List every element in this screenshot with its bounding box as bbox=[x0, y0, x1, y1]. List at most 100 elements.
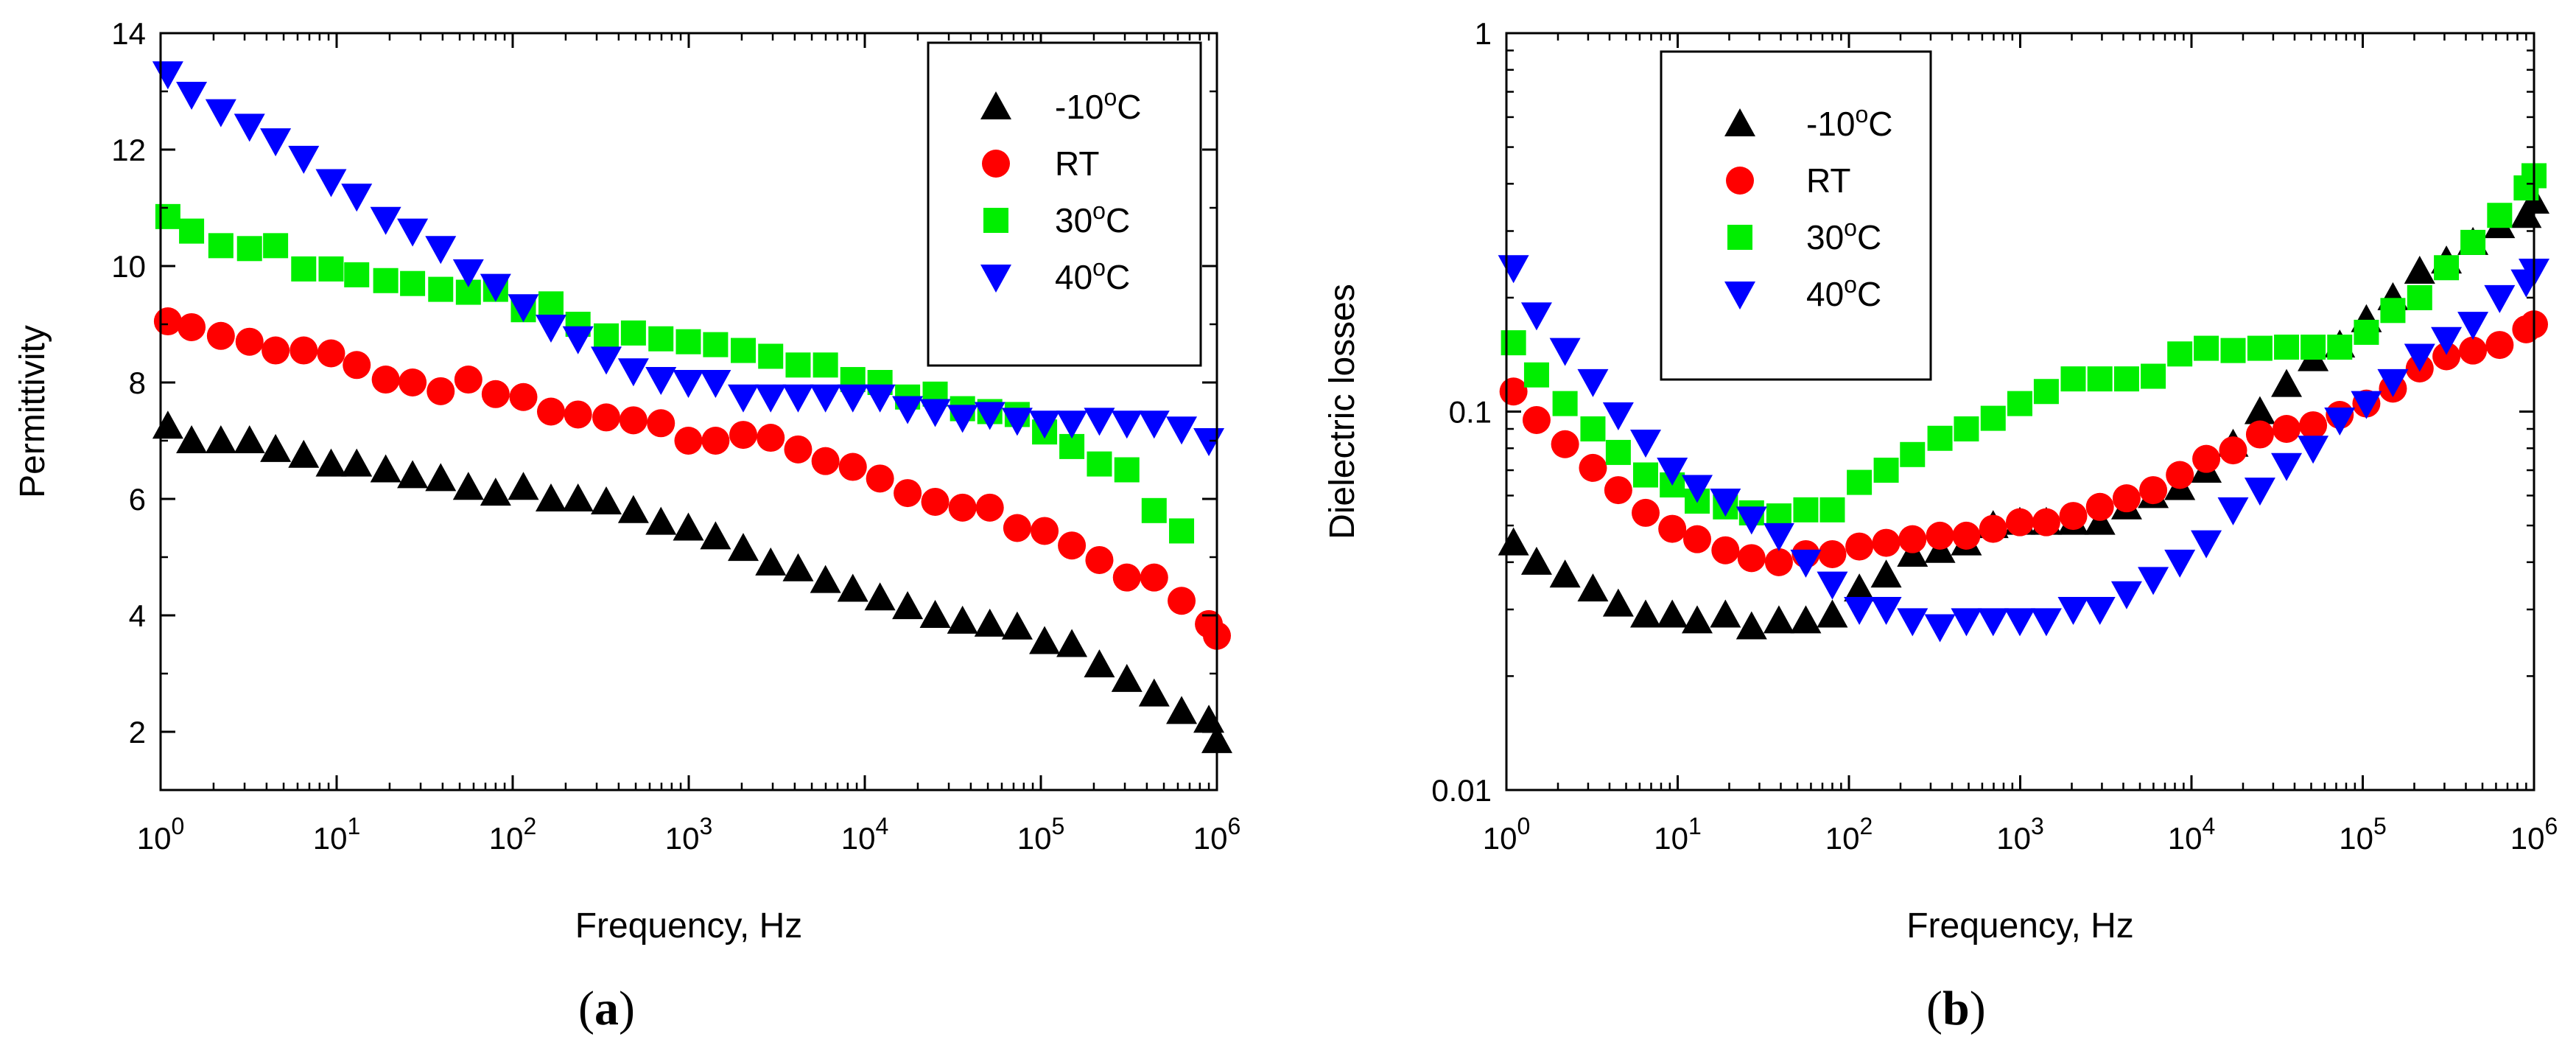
data-point-RT bbox=[729, 421, 758, 450]
data-point-RT bbox=[2166, 461, 2194, 489]
data-point--10C bbox=[1111, 663, 1143, 692]
data-point-RT bbox=[811, 447, 840, 475]
data-point-40C bbox=[1681, 475, 1713, 503]
data-point-40C bbox=[2404, 343, 2435, 372]
legend-marker-40C bbox=[1724, 282, 1755, 310]
data-point--10C bbox=[892, 591, 924, 620]
data-point-30C bbox=[2007, 391, 2032, 416]
data-point-30C bbox=[2060, 366, 2086, 392]
data-point-30C bbox=[2220, 338, 2246, 363]
data-point-30C bbox=[1087, 451, 1112, 477]
data-point-RT bbox=[921, 487, 950, 516]
data-point-30C bbox=[2194, 335, 2219, 361]
data-point-RT bbox=[647, 409, 675, 438]
data-point-RT bbox=[2112, 484, 2141, 513]
data-point--10C bbox=[1549, 559, 1581, 588]
y-tick-label: 1 bbox=[1475, 16, 1492, 51]
data-point--10C bbox=[645, 506, 677, 535]
data-point-RT bbox=[371, 366, 400, 394]
x-tick-label: 104 bbox=[2168, 813, 2216, 856]
data-point-40C bbox=[2191, 530, 2222, 559]
data-point-RT bbox=[1604, 476, 1632, 505]
data-point-30C bbox=[594, 323, 620, 349]
data-point-40C bbox=[2244, 478, 2275, 506]
x-tick-label: 103 bbox=[1996, 813, 2044, 856]
data-point-RT bbox=[481, 380, 510, 408]
data-point-RT bbox=[1551, 430, 1579, 458]
data-point-RT bbox=[701, 427, 730, 455]
data-point-30C bbox=[2141, 363, 2166, 389]
data-point-RT bbox=[262, 336, 290, 365]
x-axis-title: Frequency, Hz bbox=[1906, 906, 2134, 946]
data-point--10C bbox=[315, 448, 347, 477]
data-point-30C bbox=[291, 256, 317, 282]
data-point--10C bbox=[1870, 559, 1902, 588]
data-point-30C bbox=[1580, 416, 1606, 441]
data-point-40C bbox=[591, 346, 622, 375]
data-point--10C bbox=[728, 533, 759, 562]
data-point-40C bbox=[1951, 608, 1982, 637]
data-point-RT bbox=[2299, 411, 2328, 440]
data-point-RT bbox=[784, 435, 813, 464]
data-point--10C bbox=[2404, 255, 2435, 284]
data-point-40C bbox=[1001, 408, 1033, 436]
data-point--10C bbox=[176, 425, 208, 453]
data-point--10C bbox=[1681, 605, 1713, 634]
data-point--10C bbox=[288, 439, 320, 468]
y-tick-label: 6 bbox=[129, 482, 146, 517]
data-point-40C bbox=[2377, 368, 2409, 397]
data-point-40C bbox=[2271, 452, 2303, 481]
legend-marker-30C bbox=[1727, 225, 1752, 250]
data-point-RT bbox=[1682, 525, 1711, 553]
data-point-30C bbox=[344, 262, 370, 287]
data-point-RT bbox=[1085, 545, 1114, 574]
data-point-30C bbox=[1793, 497, 1819, 522]
data-point-RT bbox=[509, 382, 538, 411]
data-point-40C bbox=[1870, 596, 1902, 625]
data-point-RT bbox=[1952, 521, 1981, 550]
data-point-40C bbox=[2324, 407, 2356, 436]
data-point-30C bbox=[179, 218, 205, 244]
data-point-30C bbox=[1523, 362, 1549, 388]
x-tick-label: 106 bbox=[1193, 813, 1241, 856]
data-point--10C bbox=[974, 608, 1006, 637]
data-point-RT bbox=[674, 427, 703, 455]
data-point-RT bbox=[343, 351, 371, 380]
data-point-RT bbox=[2432, 342, 2461, 371]
data-point-RT bbox=[1818, 539, 1847, 568]
data-point--10C bbox=[1790, 605, 1822, 634]
legend-marker--10C bbox=[1724, 108, 1755, 136]
data-point-RT bbox=[1979, 514, 2007, 543]
series--10C bbox=[152, 410, 1232, 753]
data-point-40C bbox=[837, 384, 868, 413]
data-point--10C bbox=[1498, 527, 1529, 556]
data-point-40C bbox=[2110, 581, 2142, 609]
data-point-30C bbox=[2113, 366, 2139, 392]
data-point-30C bbox=[1141, 497, 1167, 523]
data-point--10C bbox=[1817, 599, 1848, 628]
data-point-30C bbox=[1501, 330, 1526, 356]
data-point-40C bbox=[700, 370, 731, 398]
data-point-RT bbox=[564, 400, 592, 429]
data-point-40C bbox=[673, 370, 704, 398]
series-RT bbox=[1499, 310, 2548, 576]
data-point-30C bbox=[1954, 416, 1979, 441]
data-point--10C bbox=[755, 547, 787, 576]
legend-label-RT: RT bbox=[1055, 144, 1100, 183]
data-point--10C bbox=[1736, 611, 1767, 640]
data-point-RT bbox=[2245, 420, 2274, 449]
data-point-40C bbox=[1166, 416, 1198, 445]
data-point--10C bbox=[919, 600, 951, 628]
data-point-40C bbox=[810, 384, 841, 413]
data-point--10C bbox=[617, 494, 649, 523]
data-point-30C bbox=[2327, 335, 2353, 360]
data-point--10C bbox=[480, 478, 511, 506]
data-point-RT bbox=[399, 368, 427, 396]
data-point-40C bbox=[1577, 368, 1609, 397]
data-point-RT bbox=[1764, 548, 1793, 576]
data-point-40C bbox=[1498, 255, 1529, 284]
data-point-30C bbox=[2354, 319, 2379, 345]
data-point-RT bbox=[592, 403, 621, 432]
data-point--10C bbox=[535, 483, 566, 511]
